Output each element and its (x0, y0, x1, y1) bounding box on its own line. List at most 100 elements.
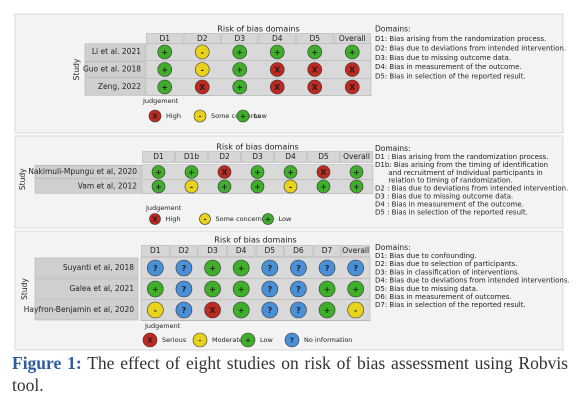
judgement-marker (261, 301, 279, 319)
judgement-marker (151, 179, 166, 194)
judgement-marker (217, 165, 232, 179)
column-header: D1 (153, 152, 164, 161)
domain-description: D6: Bias in measurement of outcomes. (375, 293, 512, 301)
judgement-symbol: - (154, 306, 157, 315)
column-header: D5 (265, 246, 276, 255)
panel-title: Risk of bias domains (217, 25, 299, 34)
judgement-symbol: + (311, 48, 318, 57)
judgement-symbol: ? (267, 285, 272, 294)
column-header-box (227, 245, 256, 257)
column-header: D4 (236, 246, 247, 255)
judgement-symbol: ? (182, 306, 187, 315)
judgement-symbol: + (155, 183, 162, 192)
legend-label: Moderate (212, 336, 243, 344)
study-label: Hayfron-Benjamin et al, 2020 (24, 305, 134, 314)
panel-title: Risk of bias domains (216, 143, 298, 152)
judgement-symbol: + (254, 168, 261, 177)
column-header-box (141, 245, 170, 257)
judgement-marker (232, 79, 248, 95)
domains-title: Domains: (375, 25, 411, 34)
judgement-title: Judgement (142, 97, 179, 105)
judgement-title: Judgement (144, 322, 181, 330)
judgement-marker (318, 301, 336, 319)
legend-marker (148, 109, 162, 123)
judgement-marker (232, 301, 250, 319)
judgement-marker (204, 259, 221, 277)
column-header-box (142, 151, 175, 163)
domain-description: D1b: Bias arising from the timing of ide… (375, 161, 548, 169)
judgement-symbol: X (274, 66, 281, 75)
judgement-symbol: X (209, 306, 216, 315)
column-header: Overall (343, 152, 370, 161)
judgement-symbol: ? (182, 285, 187, 294)
legend-marker (236, 109, 250, 123)
judgement-symbol: X (349, 83, 356, 92)
caption-label: Figure 1: (12, 353, 82, 373)
study-label-box (34, 179, 142, 194)
legend-marker (284, 332, 300, 348)
judgement-symbol: + (353, 183, 360, 192)
legend-symbol: - (199, 337, 202, 345)
judgement-marker (204, 280, 221, 298)
column-header-box (169, 245, 198, 257)
domain-description: D3: Bias due to missing outcome data. (375, 54, 511, 62)
study-axis-label: Study (20, 278, 29, 300)
legend-label: High (166, 215, 181, 223)
grid-background (145, 43, 372, 96)
judgement-symbol: - (190, 183, 193, 192)
judgement-marker (232, 62, 248, 77)
column-header: D3 (207, 246, 218, 255)
caption-text: The effect of eight studies on risk of b… (12, 353, 568, 395)
legend-label: Some concerns (216, 215, 266, 223)
judgement-marker (184, 165, 199, 179)
judgement-marker (147, 259, 164, 277)
judgement-symbol: X (221, 168, 228, 177)
judgement-marker (347, 280, 364, 298)
domain-description: D7: Bias in selection of the reported re… (375, 301, 526, 309)
judgement-marker (232, 280, 250, 298)
judgement-symbol: + (221, 183, 228, 192)
legend-marker (199, 213, 211, 225)
judgement-marker (147, 301, 164, 319)
column-header-box (341, 245, 370, 257)
column-header: D1b (184, 152, 200, 161)
judgement-marker (157, 79, 173, 95)
judgement-symbol: ? (182, 264, 187, 273)
grid-background (140, 257, 371, 321)
domain-description: D2: Bias due to selection of participant… (375, 260, 518, 268)
judgement-marker (250, 165, 265, 179)
judgement-symbol: + (236, 48, 243, 57)
judgement-symbol: + (238, 264, 245, 273)
column-header-box (241, 151, 274, 163)
judgement-symbol: + (155, 168, 162, 177)
judgement-symbol: X (274, 83, 281, 92)
column-header: D1 (159, 34, 170, 43)
figure: Risk of bias domains D1 D2 D3 D4 D5 Overall Stu… (14, 13, 570, 351)
judgement-marker (175, 280, 193, 298)
column-header: D5 (318, 152, 329, 161)
domain-description: D4 : Bias in measurement of the outcome. (375, 200, 524, 208)
judgement-symbol: + (161, 48, 168, 57)
column-header: D7 (322, 246, 333, 255)
judgement-marker (307, 79, 323, 95)
judgement-symbol: + (236, 66, 243, 75)
column-header-box (313, 245, 342, 257)
study-label: Vam et al, 2012 (78, 182, 138, 191)
study-label-box (84, 43, 146, 61)
domain-description: D1: Bias due to confounding. (375, 252, 477, 260)
study-label: Galea et al, 2021 (69, 284, 134, 293)
legend-symbol: X (147, 337, 153, 345)
column-header-box (208, 151, 241, 163)
column-header: Overall (342, 246, 369, 255)
legend-symbol: + (265, 216, 271, 224)
judgement-marker (283, 165, 298, 179)
study-label-box (84, 78, 146, 96)
judgement-symbol: + (353, 168, 360, 177)
judgement-marker (232, 44, 248, 60)
judgement-symbol: X (349, 66, 356, 75)
column-header-box (340, 151, 373, 163)
domains-title: Domains: (375, 243, 411, 252)
judgement-symbol: + (324, 306, 331, 315)
judgement-symbol: - (289, 183, 292, 192)
